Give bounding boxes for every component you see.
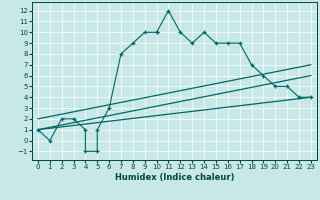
X-axis label: Humidex (Indice chaleur): Humidex (Indice chaleur)	[115, 173, 234, 182]
